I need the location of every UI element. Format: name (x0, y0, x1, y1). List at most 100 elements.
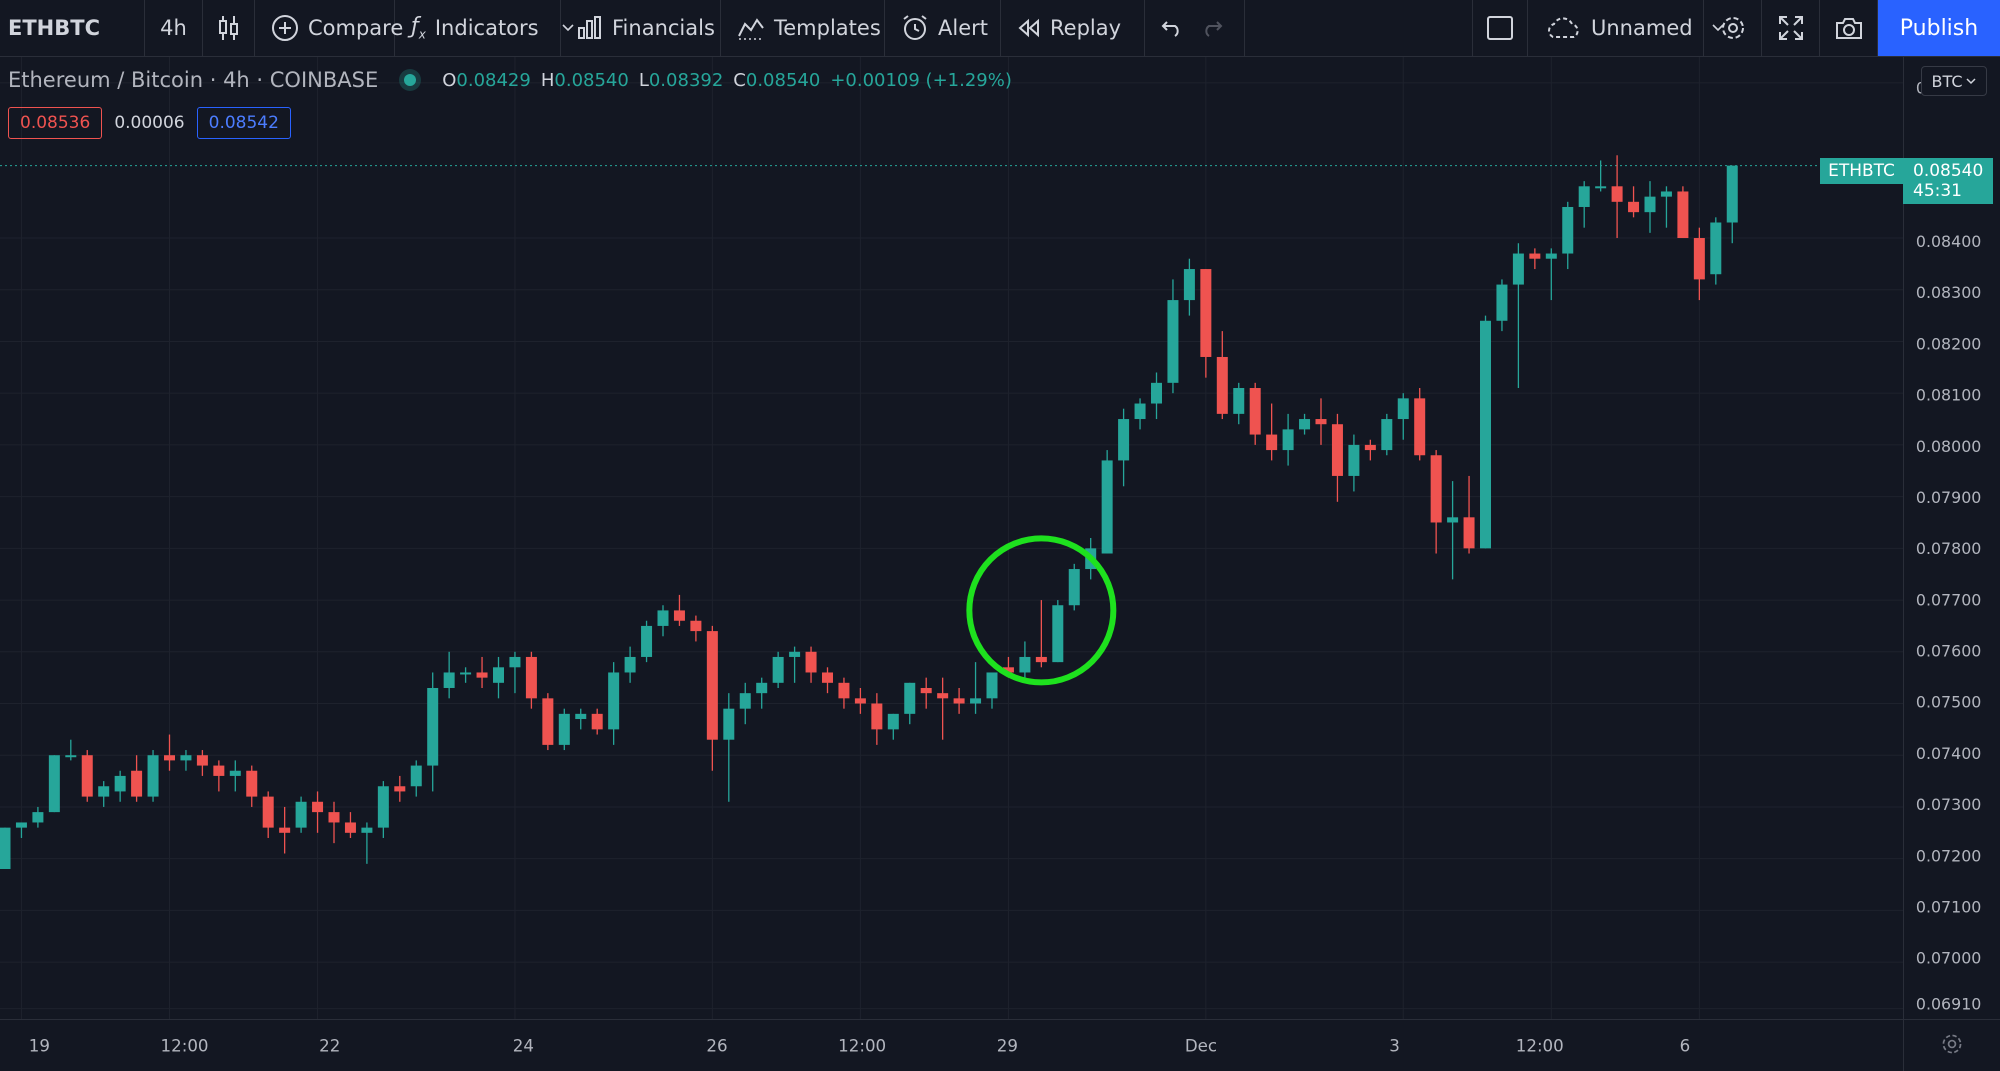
candle[interactable] (542, 693, 554, 751)
candle[interactable] (15, 822, 27, 838)
candle[interactable] (1068, 563, 1080, 611)
candle[interactable] (1644, 181, 1656, 233)
time-axis[interactable]: 19 12:00 22 24 26 12:00 29 Dec 3 12:00 6 (0, 1019, 1903, 1071)
candle[interactable] (427, 672, 439, 792)
candle[interactable] (328, 801, 340, 844)
candle[interactable] (558, 708, 570, 751)
settings-button[interactable] (1704, 0, 1762, 56)
buy-price-button[interactable]: 0.08542 (196, 107, 291, 139)
candle[interactable] (871, 693, 883, 745)
candle[interactable] (377, 781, 389, 838)
candle[interactable] (81, 750, 93, 802)
candle[interactable] (1315, 398, 1327, 445)
financials-button[interactable]: Financials (561, 0, 721, 56)
candle[interactable] (772, 651, 784, 688)
candle[interactable] (114, 770, 126, 802)
layout-name-button[interactable]: Unnamed (1528, 0, 1724, 56)
candle[interactable] (312, 791, 324, 833)
candle[interactable] (1299, 413, 1311, 435)
candle[interactable] (657, 605, 669, 637)
candle[interactable] (920, 677, 932, 709)
candle[interactable] (854, 687, 866, 714)
candle[interactable] (279, 806, 291, 854)
candle[interactable] (147, 750, 159, 802)
candle[interactable] (1447, 481, 1459, 580)
candle[interactable] (262, 791, 274, 838)
candle[interactable] (476, 656, 488, 688)
candle[interactable] (1216, 331, 1228, 420)
candle[interactable] (1118, 408, 1130, 487)
currency-select[interactable]: BTC (1921, 66, 1987, 96)
candle[interactable] (1331, 413, 1343, 502)
chart-type-button[interactable] (203, 0, 255, 56)
candle[interactable] (1611, 155, 1623, 239)
candle[interactable] (131, 755, 143, 802)
candle[interactable] (1249, 382, 1261, 445)
candle[interactable] (1348, 434, 1360, 492)
candle[interactable] (887, 713, 899, 740)
candle[interactable] (1496, 279, 1508, 332)
candle[interactable] (246, 765, 258, 807)
candle[interactable] (608, 662, 620, 745)
candle[interactable] (443, 651, 455, 699)
candle[interactable] (0, 827, 11, 870)
interval-button[interactable]: 4h (145, 0, 203, 56)
candle[interactable] (196, 750, 208, 776)
candle[interactable] (756, 677, 768, 709)
candle[interactable] (1101, 450, 1113, 554)
candle[interactable] (48, 755, 60, 813)
candle[interactable] (805, 646, 817, 683)
candle[interactable] (1134, 398, 1146, 430)
candle[interactable] (1463, 475, 1475, 554)
candle[interactable] (904, 682, 916, 725)
candle[interactable] (460, 667, 472, 683)
candle[interactable] (493, 656, 504, 699)
candle[interactable] (32, 806, 44, 828)
candle[interactable] (970, 662, 982, 714)
candle[interactable] (1628, 186, 1640, 218)
chart-plot-area[interactable] (0, 57, 1903, 1019)
candle[interactable] (1397, 393, 1409, 440)
candle[interactable] (1693, 227, 1705, 301)
candle[interactable] (1414, 388, 1426, 461)
candle[interactable] (525, 651, 537, 709)
candle[interactable] (937, 677, 949, 740)
candle[interactable] (1545, 248, 1557, 301)
candle[interactable] (1430, 450, 1442, 554)
candle[interactable] (822, 667, 833, 694)
candle[interactable] (690, 615, 702, 642)
candle[interactable] (591, 708, 603, 735)
candle[interactable] (344, 812, 356, 838)
candle[interactable] (1677, 186, 1689, 239)
replay-button[interactable]: Replay (1001, 0, 1145, 56)
undo-icon[interactable] (1161, 19, 1183, 37)
layout-toggle-button[interactable] (1472, 0, 1528, 56)
axis-settings-button[interactable] (1903, 1019, 2000, 1071)
candle[interactable] (641, 620, 653, 663)
candle[interactable] (1167, 279, 1179, 394)
candle[interactable] (1151, 372, 1162, 420)
candle[interactable] (65, 739, 77, 761)
candle[interactable] (575, 708, 587, 730)
candle[interactable] (1019, 641, 1031, 678)
candle[interactable] (1529, 248, 1541, 270)
candle[interactable] (1726, 165, 1738, 244)
candle[interactable] (1364, 439, 1376, 461)
candle[interactable] (410, 760, 422, 797)
sell-price-button[interactable]: 0.08536 (8, 107, 103, 139)
candle[interactable] (180, 750, 192, 771)
candle[interactable] (789, 646, 801, 683)
candle[interactable] (723, 693, 735, 802)
fullscreen-button[interactable] (1762, 0, 1820, 56)
snapshot-button[interactable] (1820, 0, 1878, 56)
candle[interactable] (1578, 181, 1590, 228)
candle[interactable] (1480, 315, 1491, 549)
candle[interactable] (1595, 160, 1607, 192)
symbol-search-button[interactable]: ETHBTC (0, 0, 145, 56)
alert-button[interactable]: Alert (885, 0, 1001, 56)
candle[interactable] (1052, 600, 1064, 663)
candle[interactable] (295, 796, 307, 833)
chevron-down-icon[interactable] (1712, 24, 1724, 32)
candle[interactable] (1183, 258, 1195, 316)
templates-button[interactable]: Templates (721, 0, 885, 56)
